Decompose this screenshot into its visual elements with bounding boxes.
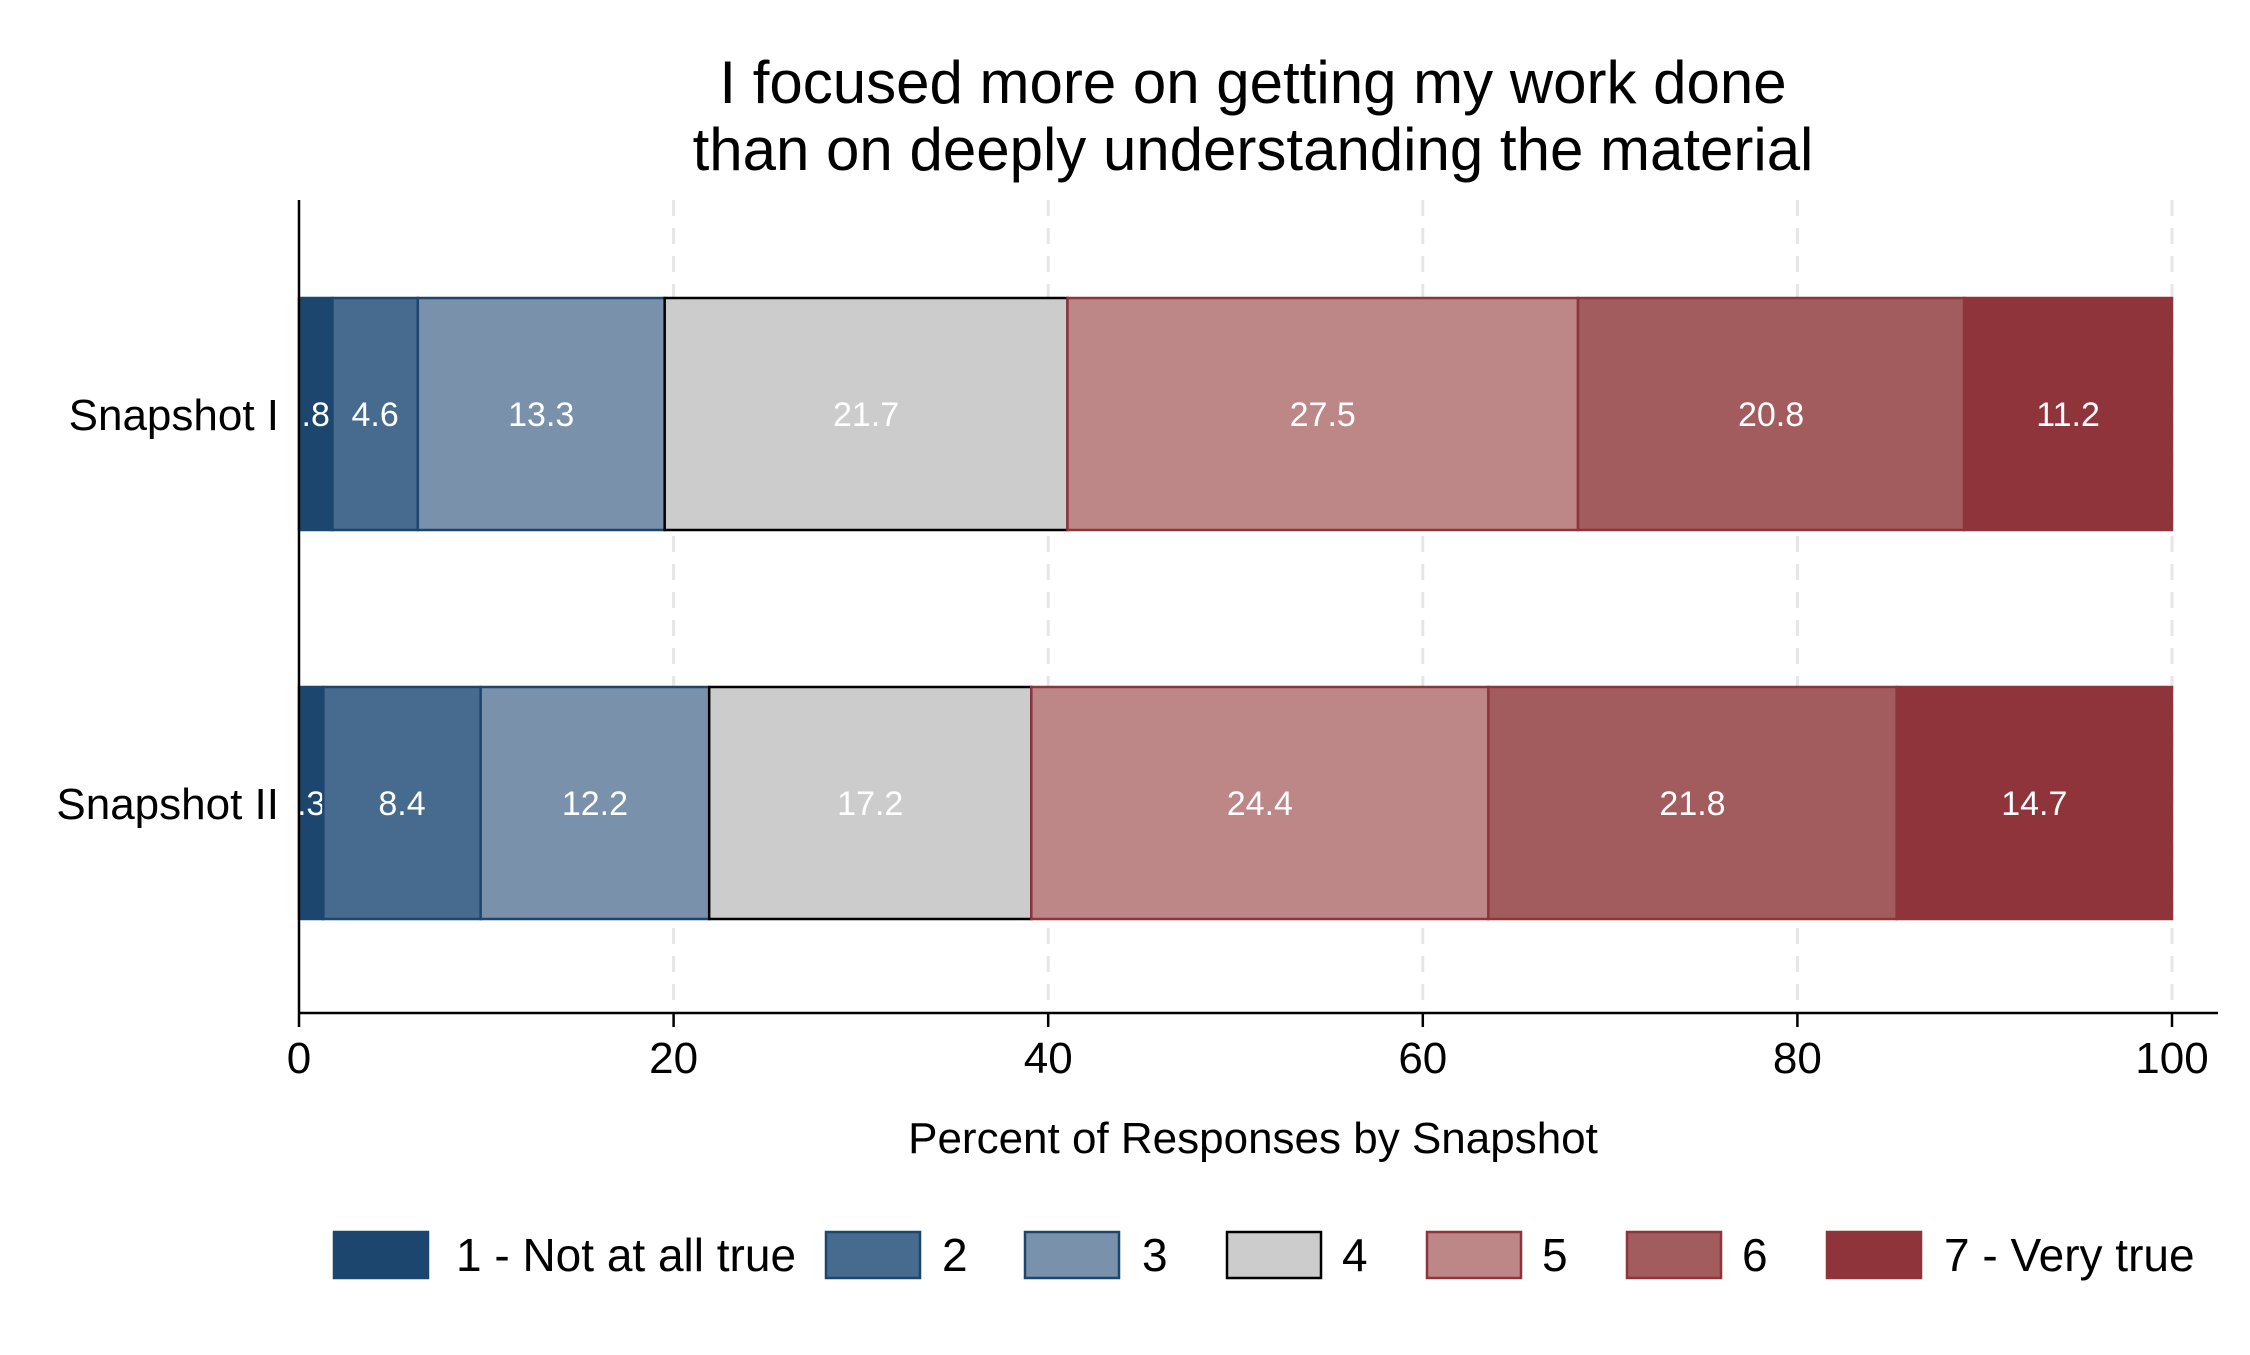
- bar-group-2: .3 8.4 12.2 17.2 24.4 21.8 14.7: [297, 685, 2174, 921]
- legend-item: 1 - Not at all true: [332, 1229, 796, 1281]
- y-category-label: Snapshot I: [69, 391, 279, 440]
- legend-label: 3: [1142, 1229, 1168, 1281]
- legend-item: 4: [1225, 1229, 1368, 1281]
- legend-label: 6: [1742, 1229, 1768, 1281]
- x-axis-label: Percent of Responses by Snapshot: [908, 1114, 1598, 1163]
- legend-item: 2: [824, 1229, 968, 1281]
- bar-segment-label: 14.7: [2001, 785, 2067, 823]
- legend-swatch: [1425, 1230, 1523, 1280]
- legend-swatch: [1625, 1230, 1723, 1280]
- bar-segment: [1066, 296, 1580, 532]
- bar-segment-label: 13.3: [508, 396, 574, 434]
- legend-swatch: [332, 1230, 430, 1280]
- bar-segment-label: 17.2: [837, 785, 903, 823]
- bar-segment-label: .3: [297, 785, 325, 823]
- bar-segment-label: 4.6: [351, 396, 398, 434]
- x-tick-label: 60: [1398, 1034, 1447, 1083]
- bar-segment: [663, 296, 1069, 532]
- x-tick-label: 20: [649, 1034, 698, 1083]
- bar-segment-label: 24.4: [1227, 785, 1293, 823]
- legend-swatch: [1023, 1230, 1121, 1280]
- x-tick-label: 80: [1773, 1034, 1822, 1083]
- legend-item: 7 - Very true: [1825, 1229, 2195, 1281]
- bar-segment: [1895, 685, 2174, 921]
- legend-item: 3: [1023, 1229, 1168, 1281]
- bar-segment: [416, 296, 666, 532]
- legend-swatch: [1825, 1230, 1923, 1280]
- bar-segment-label: 11.2: [2036, 396, 2100, 434]
- bar-segment: [322, 685, 482, 921]
- legend-item: 6: [1625, 1229, 1768, 1281]
- legend-item: 5: [1425, 1229, 1568, 1281]
- bar-segment: [1030, 685, 1490, 921]
- legend: 1 - Not at all true 2 3 4 5 6 7 - Very true: [332, 1229, 2195, 1281]
- bar-segment-label: 21.7: [833, 396, 899, 434]
- y-category-label: Snapshot II: [56, 780, 279, 829]
- bar-group-1: .8 4.6 13.3 21.7 27.5 20.8 11.2: [297, 296, 2174, 532]
- legend-swatch: [1225, 1230, 1323, 1280]
- axes: 0 20 40 60 80 100 Snapshot I Snapshot II: [56, 200, 2218, 1083]
- bar-segment-label: 12.2: [562, 785, 628, 823]
- bar-segment-label: 27.5: [1290, 396, 1356, 434]
- bar-segment: [1487, 685, 1898, 921]
- bar-segment: [297, 296, 334, 532]
- chart-title-line-1: I focused more on getting my work done: [719, 49, 1786, 116]
- x-tick-label: 0: [287, 1034, 311, 1083]
- bar-segment-label: .8: [302, 396, 330, 434]
- bar-segment-label: 8.4: [378, 785, 425, 823]
- legend-label: 5: [1542, 1229, 1568, 1281]
- bar-segment-label: 21.8: [1659, 785, 1725, 823]
- legend-label: 2: [942, 1229, 968, 1281]
- bar-segment: [1962, 296, 2174, 532]
- legend-swatch: [824, 1230, 922, 1280]
- bars: .8 4.6 13.3 21.7 27.5 20.8 11.2 .3 8.4 12.2 17.2 24…: [297, 296, 2174, 921]
- bar-segment: [1576, 296, 1966, 532]
- legend-label: 4: [1342, 1229, 1368, 1281]
- x-tick-label: 40: [1024, 1034, 1073, 1083]
- legend-label: 7 - Very true: [1944, 1229, 2195, 1281]
- legend-label: 1 - Not at all true: [456, 1229, 796, 1281]
- bar-segment-label: 20.8: [1738, 396, 1804, 434]
- x-tick-label: 100: [2135, 1034, 2208, 1083]
- bar-segment: [707, 685, 1033, 921]
- chart-title-line-2: than on deeply understanding the materia…: [693, 116, 1814, 183]
- bar-segment: [479, 685, 711, 921]
